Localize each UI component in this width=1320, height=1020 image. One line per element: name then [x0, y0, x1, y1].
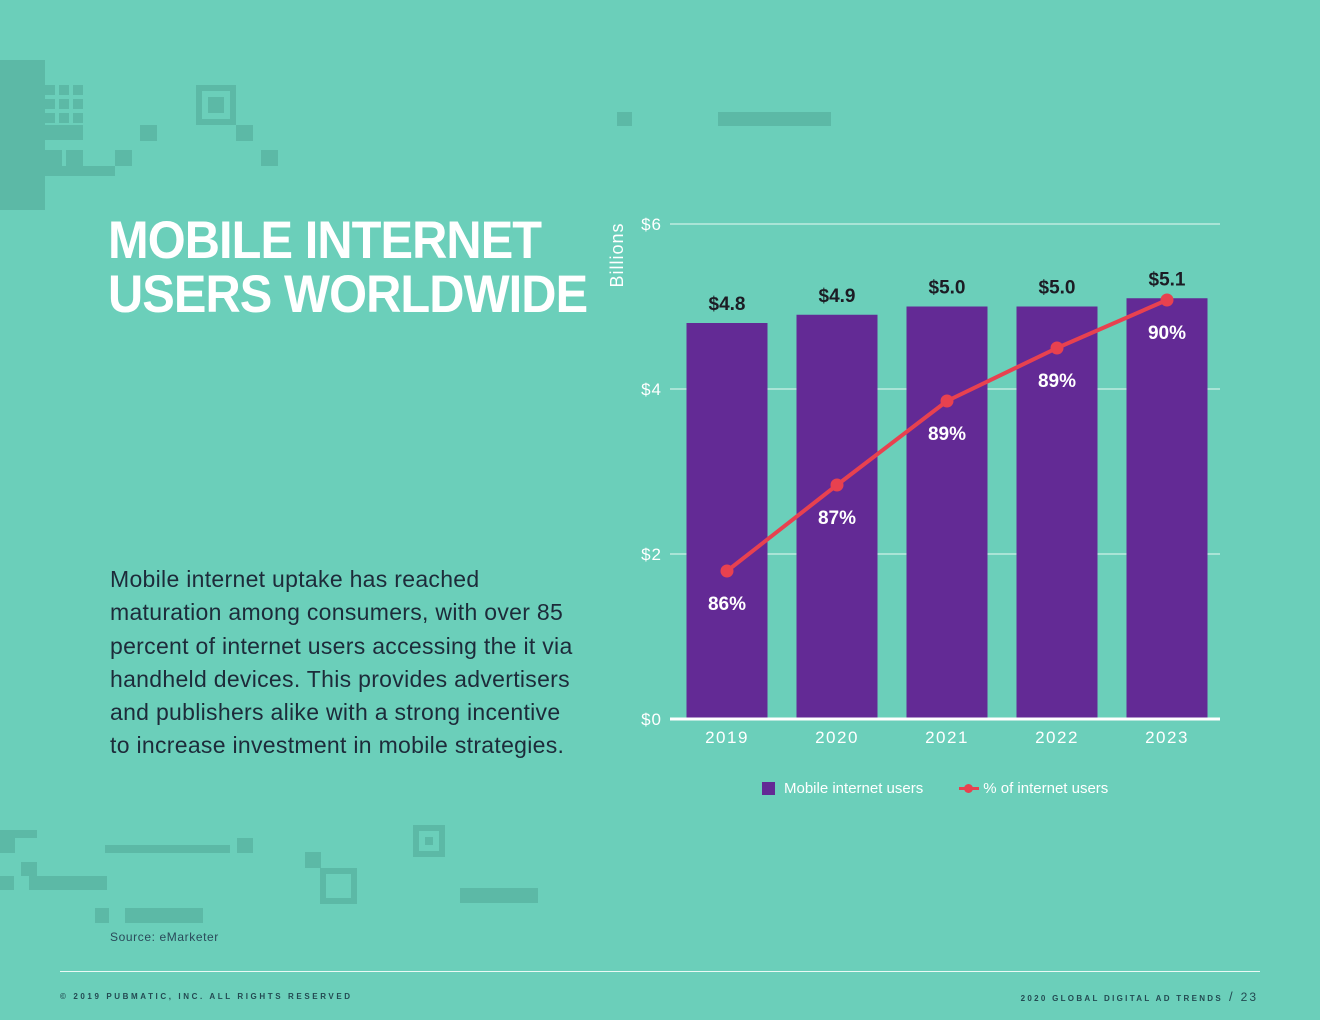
bar-value-label: $5.0: [929, 278, 966, 299]
bar-value-label: $5.0: [1039, 278, 1076, 299]
x-tick-label: 2019: [705, 728, 749, 747]
page-number: 23: [1240, 990, 1258, 1004]
footer-report: 2020 GLOBAL DIGITAL AD TRENDS / 23: [1021, 989, 1258, 1004]
bar-value-label: $4.8: [709, 294, 746, 315]
bar: [906, 306, 988, 719]
y-tick-label: $4: [641, 380, 662, 399]
footer-separator: /: [1229, 989, 1233, 1004]
chart-bar-value-labels: $4.8 $4.9 $5.0 $5.0 $5.1: [709, 269, 1186, 315]
x-tick-label: 2021: [925, 728, 969, 747]
line-point: [720, 564, 734, 578]
footer-divider: [60, 971, 1260, 972]
bar: [686, 323, 768, 719]
y-tick-label: $6: [641, 215, 662, 234]
bar: [1016, 306, 1098, 719]
line-point: [830, 478, 844, 492]
line-value-label: 86%: [708, 594, 746, 615]
chart-line-value-labels: 86% 87% 89% 89% 90%: [708, 323, 1186, 615]
legend-item-bars: Mobile internet users: [762, 780, 923, 797]
chart-y-ticks: $0 $2 $4 $6: [641, 215, 662, 729]
source-note: Source: eMarketer: [110, 930, 219, 944]
line-point: [940, 394, 954, 408]
line-point: [1160, 293, 1174, 307]
y-tick-label: $0: [641, 710, 662, 729]
bar-value-label: $4.9: [819, 286, 856, 307]
legend-swatch-line: [959, 784, 980, 793]
bar: [1126, 298, 1208, 719]
bar: [796, 314, 878, 719]
line-value-label: 90%: [1148, 323, 1186, 344]
chart-bars: [686, 298, 1208, 719]
line-value-label: 87%: [818, 508, 856, 529]
footer-copyright: © 2019 PUBMATIC, INC. ALL RIGHTS RESERVE…: [60, 992, 353, 1001]
y-tick-label: $2: [641, 545, 662, 564]
line-point: [1050, 341, 1064, 355]
page-title-line-2: USERS WORLDWIDE: [108, 265, 588, 324]
x-tick-label: 2020: [815, 728, 859, 747]
chart-y-axis-label: Billions: [607, 222, 627, 287]
x-tick-label: 2022: [1035, 728, 1079, 747]
legend-label-line: % of internet users: [983, 780, 1109, 797]
line-value-label: 89%: [928, 424, 966, 445]
line-value-label: 89%: [1038, 371, 1076, 392]
legend-item-line: % of internet users: [959, 780, 1108, 797]
body-paragraph: Mobile internet uptake has reached matur…: [110, 566, 573, 759]
chart-line-series: [720, 293, 1174, 578]
x-tick-label: 2023: [1145, 728, 1189, 747]
footer-report-title: 2020 GLOBAL DIGITAL AD TRENDS: [1020, 994, 1224, 1003]
page-title: MOBILE INTERNET USERS WORLDWIDE: [108, 211, 588, 324]
legend-swatch-bars: [762, 782, 775, 795]
legend-label-bars: Mobile internet users: [784, 780, 924, 797]
page-title-line-1: MOBILE INTERNET: [108, 211, 542, 270]
bar-value-label: $5.1: [1149, 269, 1186, 290]
chart-legend: Mobile internet users % of internet user…: [762, 780, 1144, 797]
chart-x-ticks: 2019 2020 2021 2022 2023: [705, 728, 1189, 747]
